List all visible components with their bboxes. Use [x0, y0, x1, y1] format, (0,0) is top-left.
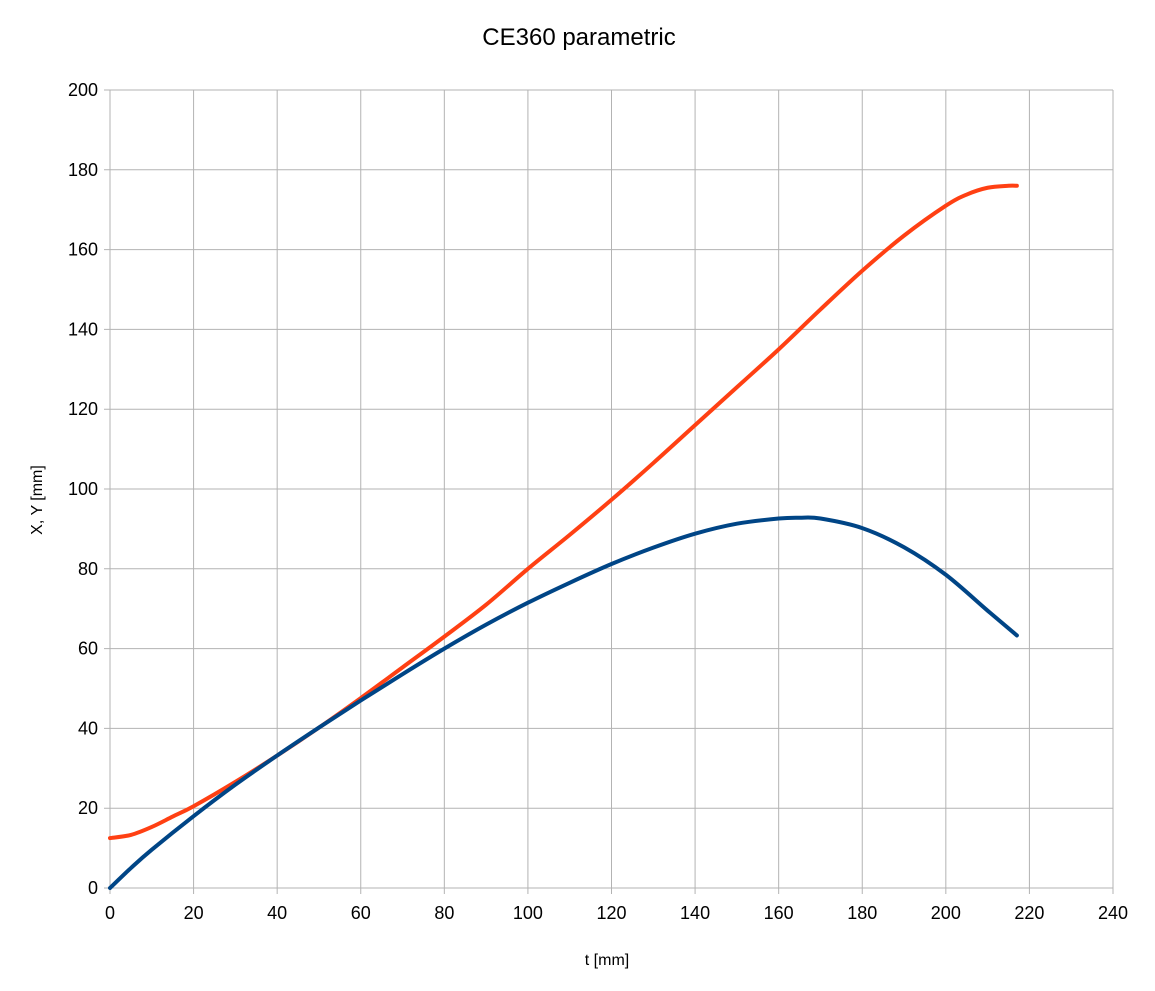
- y-tick-label: 60: [78, 639, 98, 659]
- x-tick-label: 180: [847, 903, 877, 923]
- y-tick-label: 20: [78, 798, 98, 818]
- x-tick-label: 60: [351, 903, 371, 923]
- y-tick-label: 120: [68, 399, 98, 419]
- y-tick-label: 40: [78, 718, 98, 738]
- x-tick-label: 80: [434, 903, 454, 923]
- y-tick-label: 160: [68, 240, 98, 260]
- x-axis-ticks: 0 20 40 60 80 100 120 140 160 180 200 220 240: [105, 903, 1128, 923]
- y-tick-label: 0: [88, 878, 98, 898]
- y-tick-label: 80: [78, 559, 98, 579]
- y-axis-ticks: 0 20 40 60 80 100 120 140 160 180 200: [68, 80, 98, 898]
- y-tick-label: 100: [68, 479, 98, 499]
- y-axis-label: X, Y [mm]: [29, 465, 46, 535]
- chart-title: CE360 parametric: [482, 24, 675, 51]
- y-tick-label: 200: [68, 80, 98, 100]
- x-tick-label: 160: [764, 903, 794, 923]
- series-group: [108, 183, 1019, 890]
- y-tick-label: 140: [68, 319, 98, 339]
- series-line-2: [108, 515, 1019, 890]
- x-tick-label: 220: [1014, 903, 1044, 923]
- grid: [104, 89, 1114, 894]
- x-tick-label: 20: [184, 903, 204, 923]
- x-axis-label: t [mm]: [585, 952, 629, 969]
- x-tick-label: 120: [596, 903, 626, 923]
- series-line-1: [108, 183, 1019, 841]
- x-tick-label: 240: [1098, 903, 1128, 923]
- x-tick-label: 100: [513, 903, 543, 923]
- x-tick-label: 140: [680, 903, 710, 923]
- y-tick-label: 180: [68, 160, 98, 180]
- x-tick-label: 0: [105, 903, 115, 923]
- x-tick-label: 40: [267, 903, 287, 923]
- x-tick-label: 200: [931, 903, 961, 923]
